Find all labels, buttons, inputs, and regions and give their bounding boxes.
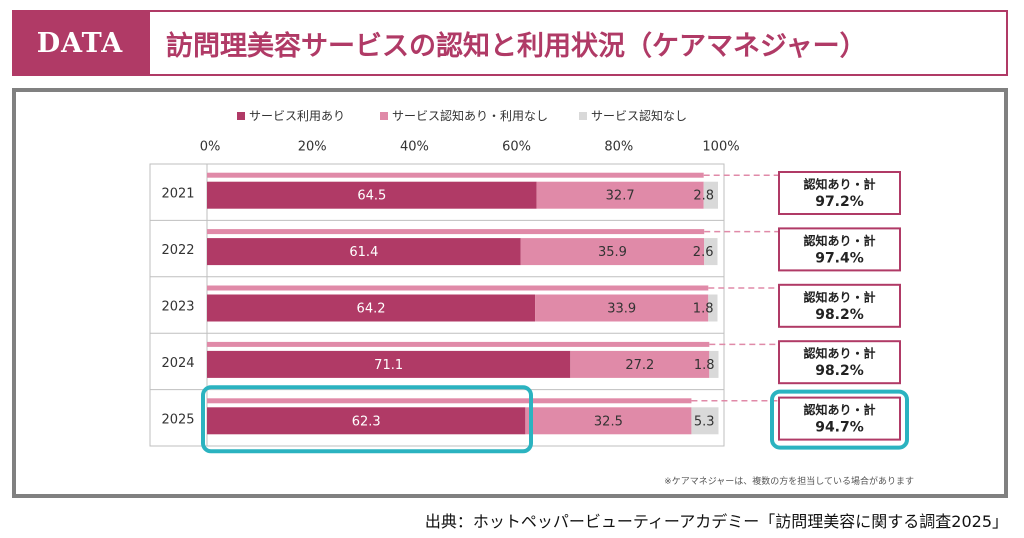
total-box <box>778 227 901 272</box>
data-label: 2.6 <box>693 245 714 260</box>
total-label: 認知あり・計 <box>803 177 875 192</box>
total-label: 認知あり・計 <box>803 233 875 248</box>
category-label: 2022 <box>161 243 194 258</box>
x-tick-label: 60% <box>502 140 531 155</box>
data-label: 1.8 <box>694 358 715 373</box>
bar-segment <box>207 238 521 266</box>
data-label: 2.8 <box>693 189 714 204</box>
page-title: 訪問理美容サービスの認知と利用状況（ケアマネジャー） <box>166 30 867 62</box>
total-box <box>778 283 901 328</box>
aware-total-bar <box>207 172 704 178</box>
title-box: 訪問理美容サービスの認知と利用状況（ケアマネジャー） <box>148 10 1008 76</box>
bar-segment <box>691 407 719 435</box>
data-label: 62.3 <box>352 414 381 429</box>
footnote: ※ケアマネジャーは、複数の方を担当している場合があります <box>664 477 914 487</box>
data-label: 71.1 <box>374 358 403 373</box>
bar-segment <box>207 407 526 435</box>
bar-segment <box>207 181 537 209</box>
category-label: 2023 <box>161 300 194 315</box>
bar-segment <box>709 350 719 378</box>
total-label: 認知あり・計 <box>803 402 875 417</box>
data-label: 5.3 <box>694 414 715 429</box>
bar-segment <box>703 181 718 209</box>
data-label: 35.9 <box>598 245 627 260</box>
x-tick-label: 40% <box>400 140 429 155</box>
data-label: 64.2 <box>357 302 386 317</box>
data-label: 64.5 <box>357 189 386 204</box>
data-label: 1.8 <box>693 302 714 317</box>
bar-segment <box>525 407 692 435</box>
legend-swatch <box>579 112 587 120</box>
aware-total-bar <box>207 285 709 291</box>
category-label: 2024 <box>161 356 194 371</box>
category-label: 2025 <box>161 412 194 427</box>
plot-border <box>149 163 725 447</box>
data-label: 33.9 <box>607 302 636 317</box>
total-value: 97.2% <box>815 194 864 210</box>
legend-swatch <box>237 112 245 120</box>
highlight-bar-outline <box>201 385 533 454</box>
data-badge: DATA <box>12 10 148 76</box>
bar-segment <box>207 294 536 322</box>
total-value: 98.2% <box>815 363 864 379</box>
total-label: 認知あり・計 <box>803 289 875 304</box>
bar-segment <box>536 181 704 209</box>
legend-label: サービス認知あり・利用なし <box>392 108 548 123</box>
source-citation: 出典：ホットペッパービューティーアカデミー「訪問理美容に関する調査2025」 <box>424 512 1008 531</box>
data-label: 27.2 <box>625 358 654 373</box>
bar-segment <box>704 238 718 266</box>
data-label: 32.7 <box>606 189 635 204</box>
total-box <box>778 340 901 385</box>
total-box <box>778 171 901 215</box>
bar-segment <box>535 294 709 322</box>
x-tick-label: 80% <box>604 140 633 155</box>
bar-segment <box>207 350 571 378</box>
highlight-total-outline <box>770 389 909 450</box>
total-value: 97.4% <box>815 250 864 266</box>
bar-segment <box>708 294 718 322</box>
bar-segment <box>570 350 710 378</box>
total-value: 98.2% <box>815 307 864 323</box>
total-box <box>778 396 901 441</box>
legend-swatch <box>380 112 388 120</box>
legend-label: サービス認知なし <box>591 108 687 123</box>
aware-total-bar <box>207 341 710 347</box>
aware-total-bar <box>207 229 705 235</box>
x-tick-label: 0% <box>200 140 221 155</box>
aware-total-bar <box>207 398 692 404</box>
data-label: 61.4 <box>349 245 378 260</box>
total-value: 94.7% <box>815 420 864 436</box>
category-label: 2021 <box>161 187 194 202</box>
bar-segment <box>520 238 705 266</box>
x-tick-label: 20% <box>298 140 327 155</box>
data-label: 32.5 <box>594 414 623 429</box>
x-tick-label: 100% <box>702 140 739 155</box>
total-label: 認知あり・計 <box>803 346 875 361</box>
legend-label: サービス利用あり <box>249 109 345 123</box>
